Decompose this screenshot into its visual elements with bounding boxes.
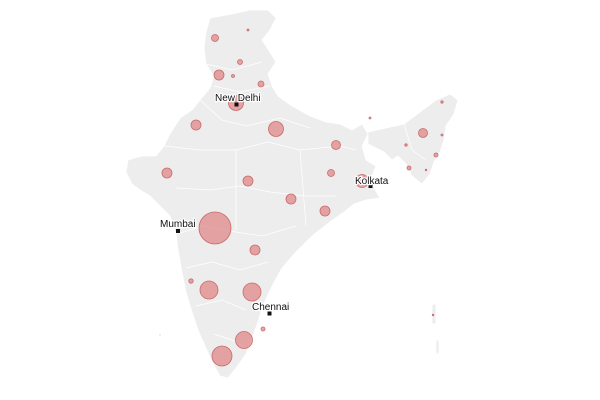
bubble xyxy=(331,140,341,150)
bubble xyxy=(198,211,232,245)
city-label-chennai: Chennai xyxy=(252,302,289,313)
city-marker-icon xyxy=(234,102,239,107)
bubble xyxy=(268,121,284,137)
city-mumbai: Mumbai xyxy=(159,218,197,233)
bubble xyxy=(257,80,265,88)
nicobar-islands xyxy=(435,339,440,355)
bubble xyxy=(440,133,444,137)
andaman-islands xyxy=(431,303,437,325)
bubble xyxy=(246,28,250,32)
bubble xyxy=(368,116,372,120)
bubble xyxy=(161,167,173,179)
bubble xyxy=(433,152,439,158)
city-chennai: Chennai xyxy=(251,301,291,316)
bubble xyxy=(242,282,262,302)
bubble xyxy=(188,278,194,284)
city-label-mumbai: Mumbai xyxy=(160,219,196,230)
bubble xyxy=(199,280,219,300)
city-marker-icon xyxy=(267,311,272,316)
lakshadweep xyxy=(158,333,162,337)
bubble xyxy=(355,174,369,188)
bubble xyxy=(260,326,266,332)
bubble xyxy=(327,169,335,177)
bubble xyxy=(418,128,428,138)
city-label-kolkata: Kolkata xyxy=(355,176,389,187)
bubble xyxy=(231,74,235,78)
land-layer xyxy=(125,9,459,379)
city-kolkata: Kolkata xyxy=(354,175,390,189)
bubble xyxy=(285,193,297,205)
state-boundaries xyxy=(163,61,427,349)
city-new-delhi: New Delhi xyxy=(214,92,262,107)
bubble xyxy=(213,69,225,81)
mainland-region xyxy=(125,9,381,379)
bubble xyxy=(237,59,243,65)
bubble xyxy=(406,165,412,171)
bubble xyxy=(440,100,444,104)
bubble-layer xyxy=(161,28,444,367)
bubble xyxy=(404,143,408,147)
northeast-region xyxy=(367,93,459,185)
city-label-new-delhi: New Delhi xyxy=(215,93,261,104)
city-marker-icon xyxy=(176,229,180,233)
bubble xyxy=(190,119,202,131)
city-marker-icon xyxy=(368,184,373,188)
bubble xyxy=(424,168,428,172)
bubble xyxy=(235,331,253,349)
bubble xyxy=(249,244,261,256)
bubble xyxy=(431,313,435,317)
bubble xyxy=(211,34,219,42)
bubble xyxy=(319,205,331,217)
bubble xyxy=(211,345,233,367)
city-layer: New Delhi Kolkata Mumbai Chennai xyxy=(159,92,390,316)
bubble xyxy=(242,175,254,187)
